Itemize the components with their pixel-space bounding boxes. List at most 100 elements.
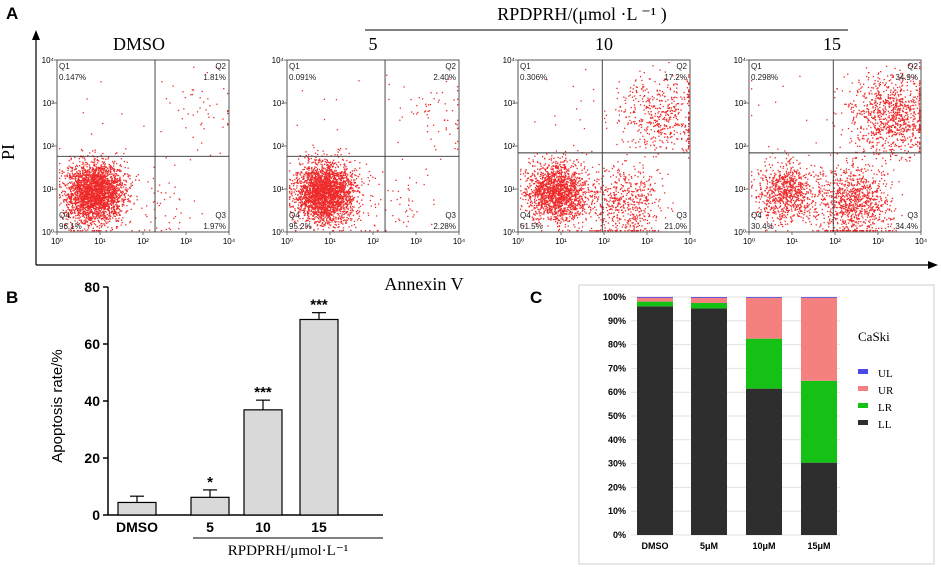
flow-plots: DMSOQ10.147%Q21.81%Q496.1%Q31.97%10⁰10⁰1… <box>42 34 928 246</box>
panel-b-bar <box>299 318 339 516</box>
quadrant-q3-label: Q3 <box>676 211 687 220</box>
flow-plot-points <box>751 62 921 232</box>
panel-c-segment <box>691 302 727 309</box>
quadrant-q3-value: 2.28% <box>433 222 456 231</box>
panel-c-category-label: 15μM <box>807 541 830 551</box>
panel-b-significance: *** <box>310 297 328 314</box>
panel-b-ytick-label: 60 <box>84 336 100 352</box>
x-tick-label: 10⁰ <box>743 237 755 246</box>
panel-c-chart: CaSki 0% 10% 20% 30% 40% 50% 60% 70% 80% 90% 100% D… <box>578 284 935 565</box>
quadrant-q2-label: Q2 <box>907 62 918 71</box>
panel-c-ytick-label: 20% <box>608 482 626 492</box>
quadrant-q4-value: 96.1% <box>59 222 82 231</box>
panel-b-ytick-label: 80 <box>84 279 100 295</box>
panel-c-ytick-label: 30% <box>608 459 626 469</box>
panel-c-ytick-label: 90% <box>608 316 626 326</box>
flow-plot-points <box>59 66 229 232</box>
panel-c-segment <box>801 462 837 535</box>
panel-c-segment <box>691 308 727 535</box>
panel-b-xlabel: RPDPRH/μmol·L⁻¹ <box>228 543 348 559</box>
quadrant-q1-value: 0.091% <box>289 73 316 82</box>
panel-a-x-arrow <box>928 261 938 269</box>
quadrant-q4-label: Q4 <box>289 211 300 220</box>
flow-plot-points <box>520 62 690 232</box>
panel-label-b: B <box>6 288 18 307</box>
panel-b-bar <box>190 496 230 516</box>
panel-c-segment <box>637 297 673 302</box>
quadrant-q2-value: 17.2% <box>664 73 687 82</box>
x-tick-label: 10⁰ <box>51 237 63 246</box>
y-tick-label: 10⁴ <box>734 56 747 65</box>
panel-b-significance: *** <box>254 384 272 401</box>
panel-c-segment <box>746 296 782 298</box>
flow-plot-title: 15 <box>823 34 841 54</box>
x-tick-label: 10⁴ <box>915 237 928 246</box>
y-tick-label: 10⁴ <box>503 56 516 65</box>
y-tick-label: 10⁰ <box>272 228 284 237</box>
quadrant-q3-value: 1.97% <box>203 222 226 231</box>
x-tick-label: 10⁴ <box>223 237 236 246</box>
treatment-label: RPDPRH/(μmol ·L ⁻¹ ) <box>497 4 666 25</box>
panel-b-chart: Apoptosis rate/% RPDPRH/μmol·L⁻¹ 0 20 40 60… <box>49 279 383 559</box>
y-tick-label: 10⁰ <box>42 228 54 237</box>
quadrant-q4-value: 30.4% <box>751 222 774 231</box>
quadrant-q4-value: 61.5% <box>520 222 543 231</box>
quadrant-q3-value: 34.4% <box>895 222 918 231</box>
panel-c-segment <box>691 297 727 298</box>
panel-c-segment <box>801 380 837 463</box>
panel-b-significance: * <box>207 474 213 491</box>
quadrant-q3-value: 21.0% <box>664 222 687 231</box>
panel-c-ytick-label: 50% <box>608 411 626 421</box>
quadrant-q3-label: Q3 <box>445 211 456 220</box>
x-tick-label: 10³ <box>410 237 422 246</box>
y-tick-label: 10² <box>734 142 746 151</box>
y-tick-label: 10³ <box>734 99 746 108</box>
flow-plot-title: 5 <box>369 34 378 54</box>
x-tick-label: 10² <box>598 237 610 246</box>
panel-c-legend-swatch <box>858 369 868 374</box>
x-tick-label: 10⁰ <box>281 237 293 246</box>
panel-b-category-label: 5 <box>206 519 214 535</box>
panel-a-ylabel: PI <box>0 144 18 160</box>
panel-c-segment <box>746 388 782 535</box>
panel-b-bar <box>117 501 157 516</box>
flow-plot-points <box>289 74 459 232</box>
panel-b-ytick-label: 0 <box>92 507 100 523</box>
panel-label-a: A <box>6 4 18 23</box>
x-tick-label: 10¹ <box>94 237 106 246</box>
panel-c-legend-swatch <box>858 386 868 391</box>
panel-b-category-label: DMSO <box>116 519 158 535</box>
y-tick-label: 10⁴ <box>272 56 285 65</box>
x-tick-label: 10² <box>829 237 841 246</box>
panel-c-ytick-label: 10% <box>608 506 626 516</box>
quadrant-q2-label: Q2 <box>676 62 687 71</box>
panel-c-category-label: DMSO <box>642 541 669 551</box>
quadrant-q4-value: 95.2% <box>289 222 312 231</box>
y-tick-label: 10¹ <box>42 185 54 194</box>
quadrant-q1-label: Q1 <box>59 62 70 71</box>
x-tick-label: 10³ <box>641 237 653 246</box>
panel-c-segment <box>746 338 782 389</box>
x-tick-label: 10¹ <box>324 237 336 246</box>
y-tick-label: 10¹ <box>503 185 515 194</box>
y-tick-label: 10⁴ <box>42 56 55 65</box>
panel-a-y-arrow <box>32 30 40 40</box>
panel-c-segment <box>801 297 837 298</box>
x-tick-label: 10⁰ <box>512 237 524 246</box>
panel-c-legend-label: LL <box>878 419 892 431</box>
quadrant-q2-value: 34.9% <box>895 73 918 82</box>
panel-c-segment <box>637 296 673 298</box>
y-tick-label: 10³ <box>42 99 54 108</box>
x-tick-label: 10¹ <box>786 237 798 246</box>
panel-a-xlabel: Annexin V <box>384 274 463 294</box>
y-tick-label: 10¹ <box>734 185 746 194</box>
panel-c-ytick-label: 80% <box>608 340 626 350</box>
quadrant-q1-label: Q1 <box>751 62 762 71</box>
quadrant-q2-value: 1.81% <box>203 73 226 82</box>
quadrant-q1-value: 0.298% <box>751 73 778 82</box>
panel-b-ylabel: Apoptosis rate/% <box>49 349 66 462</box>
panel-c-ytick-label: 40% <box>608 435 626 445</box>
panel-b-bar <box>243 409 283 516</box>
